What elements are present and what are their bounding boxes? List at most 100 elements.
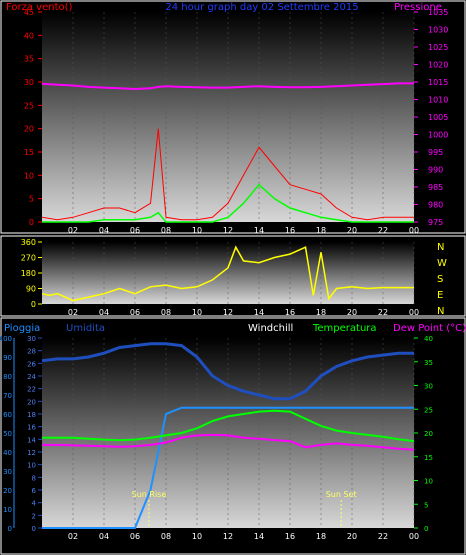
humidity-tick-label: 40 [3,449,12,457]
humidity-tick-label: 100 [0,335,12,343]
wind-tick-label: 35 [24,55,34,64]
pressure-tick-label: 1015 [428,78,448,87]
hour-tick-label: 04 [99,308,109,317]
rain-tick-label: 14 [27,436,36,444]
wind-tick-label: 25 [24,101,34,110]
rain-tick-label: 0 [32,525,36,533]
rain-tick-label: 10 [27,462,36,470]
compass-label: S [437,274,443,285]
pressure-series-line [41,82,414,91]
wind-axis-label: Forza vento() [6,2,73,13]
temp-tick-label: 25 [424,406,433,414]
hour-tick-label: 06 [130,308,140,317]
sun-rise-label: Sun Rise [132,490,167,499]
humidity-tick-label: 20 [3,487,12,495]
temp-tick-label: 5 [424,501,428,509]
wind-panel-frame [0,0,466,234]
rain-tick-label: 12 [27,449,36,457]
temperature-series-line [42,409,415,443]
hour-tick-label: 02 [68,226,78,235]
pressure-axis-label: Pressione [394,2,442,13]
hour-tick-label: 00 [409,226,419,235]
hour-tick-label: 18 [316,226,326,235]
pressure-tick-label: 1035 [428,8,448,17]
hour-tick-label: 06 [130,532,140,541]
rain-tick-label: 8 [32,474,36,482]
rain-series-line [42,406,414,529]
wind-tick-label: 45 [24,8,34,17]
wind-tick-label: 10 [24,171,34,180]
humidity-tick-label: 60 [3,411,12,419]
hour-tick-label: 20 [347,226,357,235]
wind-tick-label: 30 [24,78,34,87]
pressure-tick-label: 1030 [428,26,448,35]
hour-tick-label: 04 [99,532,109,541]
hour-tick-label: 08 [161,226,171,235]
hour-tick-label: 08 [161,532,171,541]
direction-tick-label: 90 [26,285,36,294]
hour-tick-label: 18 [316,308,326,317]
hour-tick-label: 10 [192,308,202,317]
hour-tick-label: 12 [223,532,233,541]
direction-tick-label: 0 [31,300,36,309]
rain-tick-label: 26 [27,360,36,368]
hour-tick-label: 16 [285,308,295,317]
temp-tick-label: 35 [424,359,433,367]
hour-tick-label: 18 [316,532,326,541]
wind-tick-label: 15 [24,148,34,157]
hour-tick-label: 12 [223,308,233,317]
hour-tick-label: 14 [254,308,264,317]
hour-tick-label: 16 [285,532,295,541]
wind-tick-label: 20 [24,125,34,134]
temp-tick-label: 30 [424,383,433,391]
axis-ticks: 4540353025201510501035103010251020101510… [0,8,448,541]
hour-tick-label: 04 [99,226,109,235]
hour-tick-label: 20 [347,308,357,317]
temp-tick-label: 40 [424,335,433,343]
temp-tick-label: 0 [424,525,428,533]
rain-tick-label: 24 [27,373,36,381]
pressure-tick-label: 1000 [428,131,448,140]
pressure-tick-label: 1025 [428,43,448,52]
hour-tick-label: 12 [223,226,233,235]
rain-tick-label: 22 [27,386,36,394]
rain-tick-label: 28 [27,348,36,356]
dewpoint-series-line [42,433,415,451]
hour-tick-label: 14 [254,226,264,235]
temp-panel-frame [0,317,466,555]
chart-title: 24 hour graph day 02 Settembre 2015 [165,2,358,13]
humidity-tick-label: 90 [3,354,12,362]
hour-tick-label: 14 [254,532,264,541]
legend-humidity: Umidita [66,323,105,334]
humidity-series-line [41,342,414,401]
compass-label: E [437,290,443,301]
annotations: Sun Rise Sun Set [132,490,357,528]
pressure-tick-label: 985 [428,183,443,192]
pressure-tick-label: 980 [428,201,443,210]
temp-tick-label: 15 [424,454,433,462]
legend-windchill: Windchill [248,323,293,334]
direction-series-line [41,245,414,302]
hour-tick-label: 02 [68,532,78,541]
rain-tick-label: 30 [27,335,36,343]
pressure-tick-label: 975 [428,218,443,227]
direction-tick-label: 270 [21,254,36,263]
hour-tick-label: 00 [409,532,419,541]
wind-tick-label: 5 [29,195,34,204]
hour-tick-label: 16 [285,226,295,235]
wind-series-line [41,128,414,221]
legend-dewpoint: Dew Point (°C) [393,323,466,334]
legend-temperature: Temperatura [312,323,377,334]
wind-tick-label: 40 [24,31,34,40]
hour-tick-label: 06 [130,226,140,235]
humidity-tick-label: 80 [3,373,12,381]
hour-tick-label: 22 [378,308,388,317]
hour-tick-label: 20 [347,532,357,541]
hour-tick-label: 08 [161,308,171,317]
hour-tick-label: 02 [68,308,78,317]
humidity-tick-label: 0 [8,525,12,533]
direction-panel-frame [0,235,466,317]
temp-tick-label: 20 [424,430,433,438]
